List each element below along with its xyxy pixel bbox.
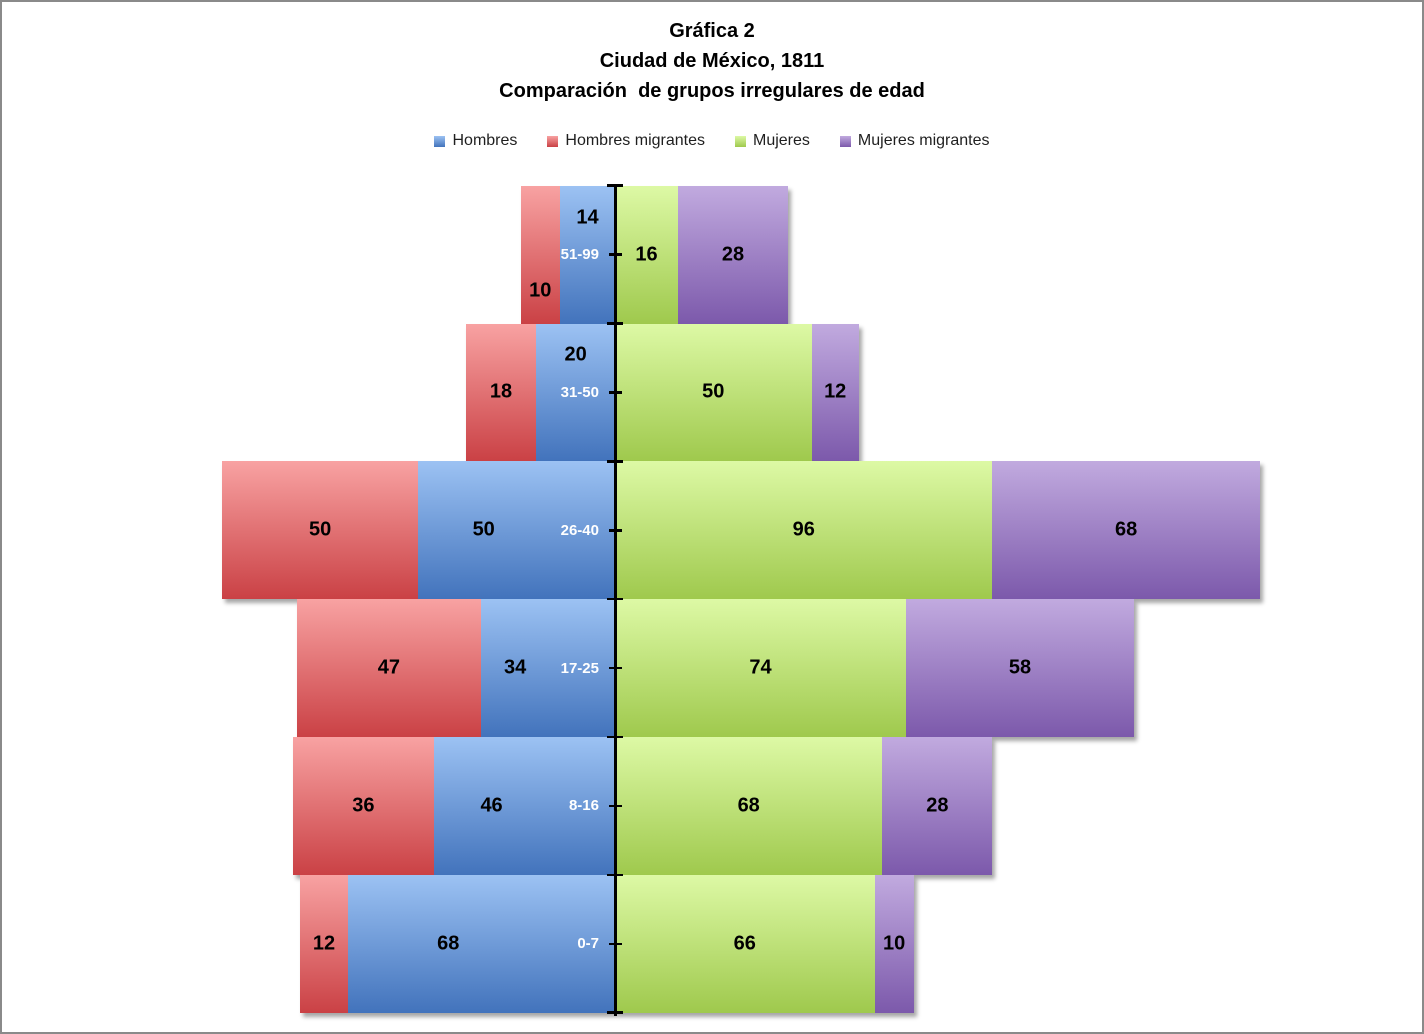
value-label-hombres-0-7: 68 — [437, 932, 460, 955]
value-label-hombres-26-40: 50 — [472, 518, 495, 541]
legend-label: Mujeres migrantes — [857, 132, 990, 149]
axis-tick — [608, 391, 622, 394]
bar-mujeres-migrantes-51-99 — [677, 185, 788, 324]
bar-hombres-migrantes-8-16 — [292, 737, 435, 875]
bar-hombres-26-40 — [418, 461, 615, 600]
value-label-mujeres-51-99: 16 — [635, 243, 658, 266]
legend-swatch-mujeres-icon — [735, 135, 746, 147]
legend-swatch-hombres-migrantes-icon — [547, 135, 559, 147]
category-label-31-50: 31-50 — [560, 383, 599, 401]
value-label-mujeres-migrantes-26-40: 68 — [1115, 518, 1138, 541]
legend-swatch-mujeres-migrantes-icon — [839, 135, 851, 147]
title-line-2: Ciudad de México, 1811 — [599, 50, 825, 72]
axis-tick — [607, 1011, 623, 1014]
value-label-hombres-31-50: 20 — [564, 343, 587, 366]
bar-hombres-migrantes-31-50 — [465, 323, 537, 462]
chart-title: Gráfica 2 Ciudad de México, 1811 Compara… — [2, 16, 1422, 106]
value-label-mujeres-migrantes-31-50: 12 — [824, 380, 847, 403]
bar-mujeres-26-40 — [615, 461, 993, 600]
bar-hombres-migrantes-0-7 — [300, 874, 348, 1013]
bar-mujeres-migrantes-8-16 — [882, 737, 993, 875]
value-label-mujeres-migrantes-51-99: 28 — [721, 243, 745, 266]
axis-tick — [607, 873, 623, 877]
legend-item-mujeres-migrantes: Mujeres migrantes — [839, 132, 990, 150]
value-label-hombres-17-25: 34 — [504, 656, 527, 679]
category-label-0-7: 0-7 — [577, 935, 599, 953]
bar-mujeres-31-50 — [615, 323, 812, 462]
value-label-mujeres-migrantes-0-7: 10 — [883, 932, 906, 955]
axis-tick — [607, 460, 623, 463]
bar-mujeres-migrantes-31-50 — [811, 323, 859, 462]
axis-tick — [608, 253, 622, 256]
category-label-51-99: 51-99 — [560, 246, 599, 264]
legend-item-hombres-migrantes: Hombres migrantes — [547, 132, 705, 150]
value-label-mujeres-31-50: 50 — [702, 380, 725, 403]
bar-hombres-17-25 — [481, 599, 615, 738]
value-label-mujeres-8-16: 68 — [737, 794, 760, 817]
legend-swatch-hombres-icon — [434, 135, 446, 147]
title-line-1: Gráfica 2 — [669, 20, 755, 42]
value-label-hombres-51-99: 14 — [576, 206, 599, 229]
bar-hombres-31-50 — [536, 323, 615, 462]
title-line-3: Comparación de grupos irregulares de eda… — [499, 80, 925, 102]
axis-tick — [608, 942, 622, 945]
bar-hombres-migrantes-17-25 — [296, 599, 482, 738]
legend-item-hombres: Hombres — [434, 132, 517, 150]
bar-mujeres-8-16 — [615, 737, 883, 875]
value-label-hombres-migrantes-31-50: 18 — [489, 380, 513, 403]
value-label-hombres-8-16: 46 — [480, 794, 503, 817]
bar-mujeres-migrantes-0-7 — [874, 874, 914, 1013]
axis-tick — [608, 529, 622, 532]
axis-tick — [607, 597, 623, 601]
bar-hombres-0-7 — [347, 874, 615, 1013]
bar-hombres-migrantes-51-99 — [520, 185, 560, 324]
value-label-mujeres-17-25: 74 — [749, 656, 772, 679]
legend-label: Mujeres — [753, 132, 810, 149]
bar-mujeres-0-7 — [615, 874, 875, 1013]
value-label-hombres-migrantes-26-40: 50 — [308, 518, 332, 541]
bar-hombres-8-16 — [434, 737, 615, 875]
category-label-26-40: 26-40 — [560, 521, 599, 539]
bar-mujeres-migrantes-17-25 — [905, 599, 1134, 738]
value-label-hombres-migrantes-8-16: 36 — [352, 794, 375, 817]
bar-hombres-migrantes-26-40 — [221, 461, 419, 600]
value-label-hombres-migrantes-17-25: 47 — [377, 656, 401, 679]
value-label-mujeres-migrantes-8-16: 28 — [926, 794, 949, 817]
bar-mujeres-17-25 — [615, 599, 906, 738]
bar-mujeres-51-99 — [615, 185, 678, 324]
bar-hombres-51-99 — [559, 185, 615, 324]
value-label-mujeres-0-7: 66 — [733, 932, 756, 955]
value-label-mujeres-migrantes-17-25: 58 — [1008, 656, 1032, 679]
axis-tick — [608, 804, 622, 808]
value-label-hombres-migrantes-0-7: 12 — [312, 932, 336, 955]
axis-tick — [607, 735, 623, 739]
category-label-17-25: 17-25 — [560, 659, 599, 677]
bar-mujeres-migrantes-26-40 — [992, 461, 1260, 600]
category-label-8-16: 8-16 — [568, 797, 599, 815]
axis-tick — [607, 322, 623, 325]
value-label-mujeres-26-40: 96 — [792, 518, 815, 541]
legend-item-mujeres: Mujeres — [735, 132, 810, 150]
legend-label: Hombres migrantes — [565, 132, 705, 149]
chart-legend: Hombres Hombres migrantes Mujeres Mujeres m… — [2, 132, 1422, 150]
legend-label: Hombres — [452, 132, 518, 149]
value-label-hombres-migrantes-51-99: 10 — [529, 279, 552, 302]
axis-tick — [607, 184, 623, 187]
axis-tick — [608, 666, 622, 670]
